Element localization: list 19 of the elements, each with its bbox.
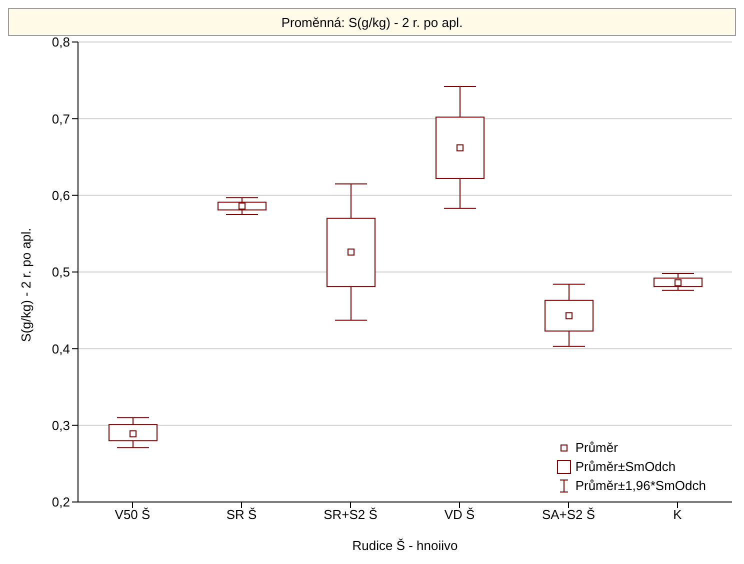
x-tick-label: SR+S2 Š xyxy=(324,507,378,522)
x-tick-label: SR Š xyxy=(226,507,257,522)
y-axis-title: S(g/kg) - 2 r. po apl. xyxy=(18,228,34,342)
y-tick-label: 0,6 xyxy=(52,188,70,203)
x-axis-title: Rudice Š - hnoiivo xyxy=(352,538,458,553)
x-tick-label: V50 Š xyxy=(114,507,151,522)
y-tick-label: 0,7 xyxy=(52,111,70,126)
y-tick-label: 0,8 xyxy=(52,34,70,50)
y-tick-label: 0,4 xyxy=(52,341,70,356)
chart-title: Proměnná: S(g/kg) - 2 r. po apl. xyxy=(8,8,736,36)
y-tick-label: 0,5 xyxy=(52,264,70,280)
x-tick-label: VD Š xyxy=(444,507,475,522)
y-tick-label: 0,2 xyxy=(52,494,70,510)
x-tick-label: SA+S2 Š xyxy=(542,507,596,522)
y-tick-label: 0,3 xyxy=(52,418,70,433)
annotation: Průměr±SmOdch xyxy=(575,459,676,474)
annotation: Průměr xyxy=(575,440,618,455)
annotation: Průměr±1,96*SmOdch xyxy=(575,478,706,493)
x-tick-label: K xyxy=(673,507,682,522)
